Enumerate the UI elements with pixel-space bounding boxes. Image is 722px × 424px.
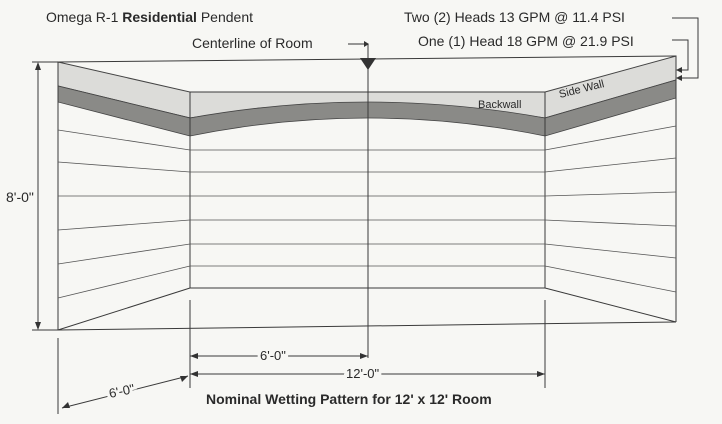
- two-heads-note: Two (2) Heads 13 GPM @ 11.4 PSI: [404, 9, 625, 25]
- caption: Nominal Wetting Pattern for 12' x 12' Ro…: [206, 391, 492, 407]
- full-width-dimension: [189, 300, 546, 388]
- flow-note-leaders: [672, 17, 699, 81]
- height-dimension: [32, 61, 58, 331]
- depth-dimension: [57, 338, 189, 414]
- floor-left-edge: [57, 287, 191, 331]
- backwall-label: Backwall: [478, 99, 521, 111]
- product-title: Omega R-1 Residential Pendent: [46, 9, 253, 25]
- centerline-label: Centerline of Room: [192, 35, 313, 51]
- full-width-label: 12'-0": [346, 366, 380, 381]
- half-width-label: 6'-0": [260, 348, 286, 363]
- floor-front-edge: [57, 321, 677, 331]
- pendent-head-icon: [360, 58, 376, 70]
- one-head-note: One (1) Head 18 GPM @ 21.9 PSI: [418, 33, 634, 49]
- depth-dimension-label: 6'-0": [108, 381, 137, 401]
- centerline-arrow-icon: [364, 41, 369, 47]
- floor-right-edge: [544, 287, 677, 323]
- half-width-dimension: [190, 353, 368, 359]
- wall-grid: [57, 125, 677, 299]
- height-dimension-label: 8'-0": [6, 189, 34, 205]
